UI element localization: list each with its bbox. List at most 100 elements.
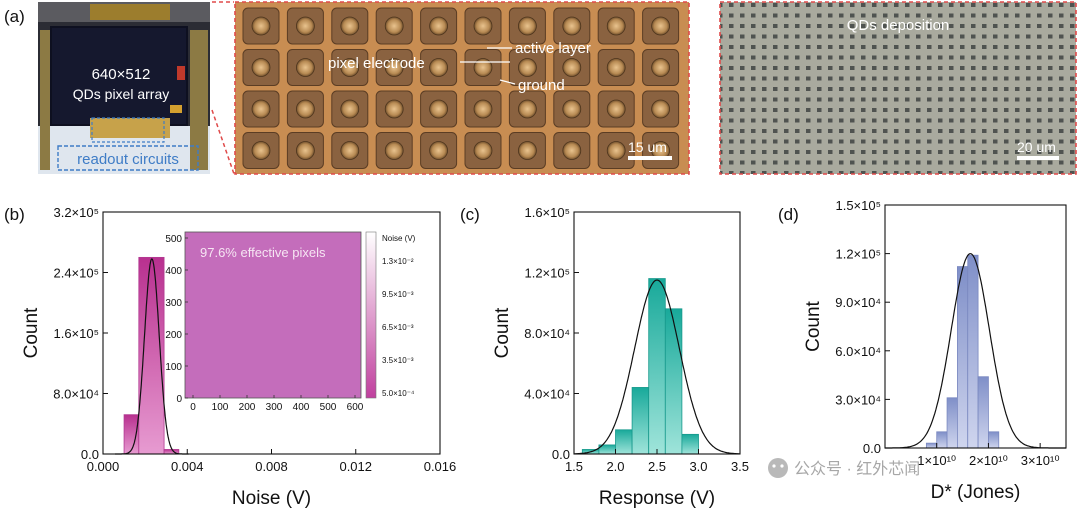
histogram-bar xyxy=(681,433,699,455)
y-tick-label: 1.6×10⁵ xyxy=(53,326,99,341)
y-tick-label: 1.5×10⁵ xyxy=(835,198,881,213)
inset-x-tick-label: 100 xyxy=(212,402,229,413)
plot-frame xyxy=(884,204,1067,449)
inset-x-tick-label: 400 xyxy=(293,402,310,413)
qds-deposition-label: QDs deposition xyxy=(847,17,950,34)
inset-y-tick-label: 500 xyxy=(165,234,182,245)
colorbar-title: Noise (V) xyxy=(382,234,416,243)
histogram-bar xyxy=(936,431,948,449)
y-tick-label: 6.0×10⁴ xyxy=(835,344,881,359)
chip-label-size: 640×512 xyxy=(92,66,151,83)
colorbar xyxy=(365,231,377,399)
pixel-electrode-dot xyxy=(473,99,493,119)
y-axis-label: Count xyxy=(803,300,824,351)
noise-map xyxy=(185,232,361,398)
y-tick-label: 9.0×10⁴ xyxy=(835,295,881,310)
qd-deposition-micrograph: QDs deposition 20 um xyxy=(719,1,1077,175)
pixel-electrode-dot xyxy=(651,58,670,77)
effective-pixels-label: 97.6% effective pixels xyxy=(200,245,326,260)
y-tick-label: 0.0 xyxy=(863,441,881,456)
y-tick-label: 1.2×10⁵ xyxy=(524,266,570,281)
histogram-bar xyxy=(664,308,683,455)
scale-bar-label-1: 15 um xyxy=(628,139,667,155)
inset-x-tick-label: 200 xyxy=(239,402,256,413)
pixel-electrode-dot xyxy=(251,58,271,77)
x-tick-label: 0.004 xyxy=(171,459,204,474)
pixel-electrode-label: pixel electrode xyxy=(328,55,425,72)
readout-circuits-label: readout circuits xyxy=(77,151,179,168)
x-tick-label: 2.0 xyxy=(606,459,624,474)
pixel-electrode-dot xyxy=(429,16,449,36)
pixel-electrode-dot xyxy=(251,141,271,160)
x-tick-label: 0.016 xyxy=(424,459,457,474)
y-axis-label: Count xyxy=(21,307,42,358)
pixel-electrode-dot xyxy=(429,99,449,119)
panel-b-label: (b) xyxy=(4,205,25,224)
noise-histogram: 0.000 0.004 0.008 0.012 0.016 0.0 8.0×10⁴ 1.6×1… xyxy=(21,205,456,509)
colorbar-tick-label: 5.0×10⁻⁴ xyxy=(382,389,415,398)
pixel-electrode-dot xyxy=(562,16,582,36)
inset-y-tick-label: 0 xyxy=(176,394,182,405)
inset-x-tick-label: 600 xyxy=(347,402,364,413)
inset-x-tick-label: 500 xyxy=(320,402,337,413)
gaussian-fit-line xyxy=(574,279,740,455)
scale-bar-2 xyxy=(1017,156,1059,160)
x-tick-label: 0.008 xyxy=(255,459,288,474)
pixel-electrode-dot xyxy=(384,16,404,36)
histogram-bar xyxy=(977,376,989,449)
x-tick-label: 3.0 xyxy=(689,459,707,474)
x-axis-label: D* (Jones) xyxy=(931,482,1021,503)
pixel-electrode-dot xyxy=(651,16,670,36)
y-tick-label: 8.0×10⁴ xyxy=(524,326,570,341)
y-axis-label: Count xyxy=(492,307,513,358)
y-tick-label: 3.0×10⁴ xyxy=(835,392,881,407)
histogram-bar xyxy=(648,278,666,455)
y-tick-label: 2.4×10⁵ xyxy=(53,266,99,281)
inset-x-tick-label: 300 xyxy=(266,402,283,413)
pixel-electrode-dot xyxy=(429,141,449,160)
pixel-electrode-dot xyxy=(606,58,626,77)
pixel-electrode-dot xyxy=(384,99,404,119)
watermark: 公众号 · 红外芯闻 xyxy=(768,458,920,478)
y-tick-label: 8.0×10⁴ xyxy=(53,387,99,402)
inset-y-tick-label: 100 xyxy=(165,362,182,373)
pixel-electrode-dot xyxy=(251,99,271,119)
inset-x-tick-label: 0 xyxy=(190,402,196,413)
pixel-electrode-dot xyxy=(606,141,626,160)
pixel-electrode-dot xyxy=(518,99,537,119)
pixel-electrode-dot xyxy=(518,141,537,160)
pixel-electrode-dot xyxy=(651,99,670,119)
pixel-electrode-dot xyxy=(562,141,582,160)
colorbar-tick-label: 9.5×10⁻³ xyxy=(382,290,414,299)
histogram-bar xyxy=(957,266,969,449)
colorbar-tick-label: 1.3×10⁻² xyxy=(382,257,414,266)
inset-y-tick-label: 400 xyxy=(165,266,182,277)
response-histogram: 1.5 2.0 2.5 3.0 3.5 0.0 4.0×10⁴ 8.0×10⁴ 1.2×10⁵ 1… xyxy=(492,205,749,509)
pixel-electrode-dot xyxy=(295,141,315,160)
chip-label-array: QDs pixel array xyxy=(73,86,169,102)
pixel-electrode-dot xyxy=(340,16,360,36)
y-tick-label: 1.6×10⁵ xyxy=(524,205,570,220)
panel-a-label: (a) xyxy=(4,7,25,26)
chip-photo: 640×512 QDs pixel array readout circuits xyxy=(38,2,210,174)
inset-y-tick-label: 300 xyxy=(165,298,182,309)
detectivity-histogram: 1×10¹⁰ 2×10¹⁰ 3×10¹⁰ 0.0 3.0×10⁴ 6.0×10⁴ 9.0×1… xyxy=(803,198,1067,503)
x-axis-label: Response (V) xyxy=(599,488,715,509)
scale-bar-label-2: 20 um xyxy=(1017,139,1056,155)
histogram-bar xyxy=(631,387,650,455)
pixel-electrode-dot xyxy=(473,16,493,36)
inset-y-tick-label: 200 xyxy=(165,330,182,341)
pixel-electrode-dot xyxy=(606,99,626,119)
x-axis-label: Noise (V) xyxy=(232,488,311,509)
pixel-electrode-dot xyxy=(384,58,404,77)
pixel-electrode-dot xyxy=(340,99,360,119)
x-tick-label: 2.5 xyxy=(648,459,666,474)
x-tick-label: 0.000 xyxy=(87,459,120,474)
pixel-electrode-dot xyxy=(473,58,493,77)
x-tick-label: 3×10¹⁰ xyxy=(1021,453,1060,468)
pixel-electrode-dot xyxy=(340,141,360,160)
zoom-line-bottom xyxy=(211,109,235,175)
y-tick-label: 3.2×10⁵ xyxy=(53,205,99,220)
histogram-bar xyxy=(925,442,938,449)
